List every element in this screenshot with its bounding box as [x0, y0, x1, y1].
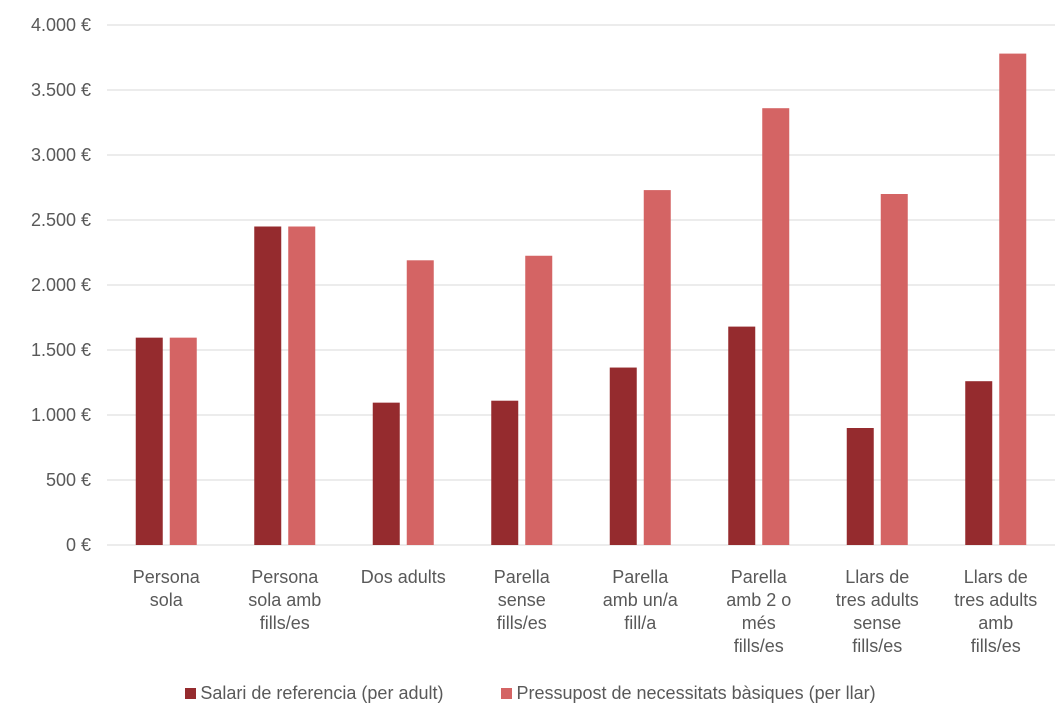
x-category-label: Parella amb 2 o més fills/es — [726, 567, 791, 656]
bar-series-2 — [643, 190, 671, 545]
gridlines — [107, 24, 1055, 546]
y-tick-label: 500 € — [46, 470, 91, 490]
bar-series-2 — [999, 53, 1027, 545]
y-tick-label: 1.000 € — [31, 405, 91, 425]
x-category-label: Llars de tres adults amb fills/es — [954, 567, 1037, 656]
bar-series-2 — [406, 260, 434, 545]
legend-label-pressupost: Pressupost de necessitats bàsiques (per … — [516, 683, 876, 703]
x-category-label: Parella amb un/a fill/a — [603, 567, 679, 633]
bar-series-1 — [846, 428, 874, 545]
x-category-label: Persona sola amb fills/es — [248, 567, 321, 633]
bar-series-1 — [254, 226, 282, 545]
bar-series-2 — [880, 194, 908, 545]
y-tick-label: 1.500 € — [31, 340, 91, 360]
y-tick-label: 2.500 € — [31, 210, 91, 230]
x-category-label: Llars de tres adults sense fills/es — [836, 567, 919, 656]
bar-series-1 — [609, 367, 637, 545]
legend-item-salari: Salari de referencia (per adult) — [185, 683, 443, 704]
bar-series-1 — [491, 400, 519, 545]
legend-swatch-pressupost — [501, 688, 513, 699]
bar-chart: 0 € 500 € 1.000 € 1.500 € 2.000 € 2.500 € 3.00… — [31, 15, 1055, 656]
y-tick-label: 2.000 € — [31, 275, 91, 295]
x-category-label: Dos adults — [361, 567, 446, 587]
x-category-label: Persona sola — [133, 567, 201, 610]
bar-series-1 — [965, 381, 993, 545]
bar-series-1 — [135, 337, 163, 545]
bars — [135, 53, 1027, 545]
legend-label-salari: Salari de referencia (per adult) — [200, 683, 444, 703]
x-category-label: Parella sense fills/es — [494, 567, 551, 633]
bar-series-2 — [169, 337, 197, 545]
y-tick-label: 3.500 € — [31, 80, 91, 100]
legend: Salari de referencia (per adult) Pressup… — [0, 683, 1061, 704]
y-tick-label: 0 € — [66, 535, 91, 555]
bar-series-1 — [728, 326, 756, 545]
bar-series-2 — [525, 255, 553, 545]
y-tick-label: 3.000 € — [31, 145, 91, 165]
legend-item-pressupost: Pressupost de necessitats bàsiques (per … — [501, 683, 876, 704]
y-axis-ticks: 0 € 500 € 1.000 € 1.500 € 2.000 € 2.500 € 3.00… — [31, 15, 91, 555]
y-tick-label: 4.000 € — [31, 15, 91, 35]
legend-swatch-salari — [185, 688, 197, 699]
bar-series-1 — [372, 402, 400, 545]
bar-series-2 — [762, 108, 790, 545]
bar-series-2 — [288, 226, 316, 545]
x-axis-categories: Persona sola Persona sola amb fills/es Dos ad… — [133, 567, 1038, 656]
